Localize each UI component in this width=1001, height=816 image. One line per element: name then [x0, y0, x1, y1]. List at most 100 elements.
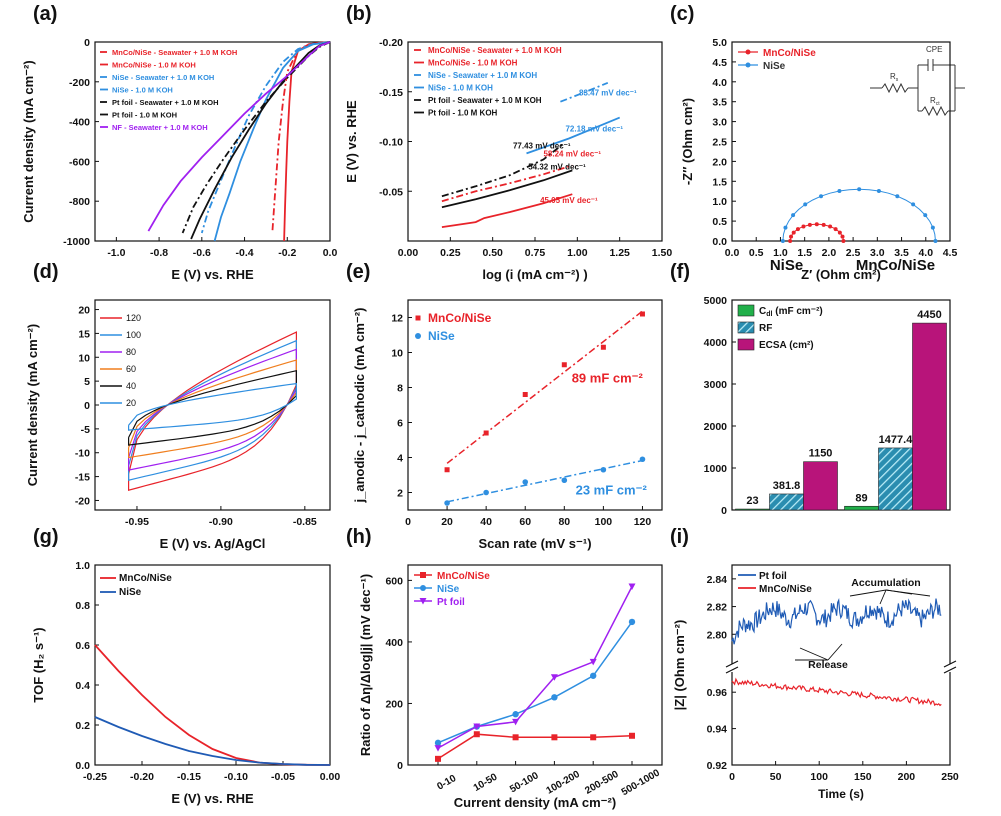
x-tick-label: 0	[405, 516, 411, 528]
legend-marker	[415, 315, 421, 321]
cv-loop-5	[128, 382, 297, 431]
legend-entry: 120	[126, 313, 141, 323]
legend-entry: Pt foil	[759, 571, 787, 582]
data-point	[628, 618, 636, 626]
nyquist-point	[788, 239, 793, 243]
x-axis-label: E (V) vs. RHE	[171, 267, 254, 282]
y-tick-label: 1000	[704, 463, 728, 475]
data-point	[551, 734, 558, 741]
y-tick-label: 5	[84, 376, 90, 388]
panel-c: CPE Rs Rct (c) 0.0 0.5 1.0 1.5 2.0 2.5 3.0 3.5 4.…	[670, 3, 965, 282]
y-tick-label: 0.4	[75, 680, 90, 692]
annotation-arrow	[885, 589, 931, 597]
nyquist-point	[791, 213, 796, 218]
legend-entry: NiSe	[428, 329, 455, 343]
nyquist-point	[837, 189, 842, 194]
legend-entry: NiSe	[763, 61, 786, 72]
legend-marker	[419, 598, 427, 605]
x-tick-label: 0.50	[482, 247, 503, 259]
data-point	[600, 466, 607, 473]
y-tick-label: 3.5	[712, 97, 727, 109]
annotation-accumulation: Accumulation	[851, 577, 920, 589]
y-tick-label: 10	[391, 348, 403, 360]
inset-rct-label: Rct	[930, 96, 940, 107]
x-tick-label: 3.5	[894, 247, 909, 259]
plot-frame	[731, 299, 951, 511]
y-tick-label: 20	[78, 305, 90, 317]
x-tick-label: -0.90	[209, 516, 233, 528]
legend-tail: (mF cm⁻²)	[772, 306, 822, 317]
nyquist-point	[791, 230, 796, 235]
data-point	[473, 723, 481, 731]
panel-h: (h) 0 200 400 600 Current density (mA cm⁻²) Ra…	[346, 526, 663, 810]
nyquist-point	[780, 239, 785, 243]
y-tick-label: 0.0	[75, 760, 90, 772]
y-tick-label: 0	[397, 760, 403, 772]
x-axis-label: Scan rate (mV s⁻¹)	[478, 536, 591, 551]
nyquist-point	[930, 225, 935, 230]
category-label: MnCo/NiSe	[856, 257, 935, 274]
y-tick-label: 2.82	[707, 602, 728, 614]
y-tick-label: 12	[391, 313, 403, 325]
x-tick-label: 0.25	[440, 247, 461, 259]
panel-label-d: (d)	[33, 261, 59, 283]
tof-line-0	[94, 644, 331, 766]
y-axis-label: j_anodic - j_cathodic (mA cm⁻²)	[352, 308, 367, 504]
data-point	[473, 731, 480, 738]
legend-entry: NiSe - Seawater + 1.0 M KOH	[112, 73, 214, 82]
data-point	[444, 467, 450, 473]
legend-entry: MnCo/NiSe - Seawater + 1.0 M KOH	[428, 46, 562, 55]
data-point	[589, 658, 597, 666]
x-tick-label: 500-1000	[620, 767, 662, 798]
legend-entry: Pt foil - Seawater + 1.0 M KOH	[428, 96, 542, 105]
legend-swatch	[737, 321, 755, 334]
y-axis-label: Current density (mA cm⁻²)	[21, 60, 36, 222]
annotation-arrow	[879, 589, 887, 605]
x-tick-label: 3.0	[870, 247, 885, 259]
y-tick-label: 10	[78, 352, 90, 364]
bar-value-label: 23	[746, 495, 758, 507]
x-tick-label: -0.4	[235, 247, 253, 259]
annotation-release: Release	[808, 659, 848, 671]
y-tick-label: 200	[385, 698, 403, 710]
legend-entry: NiSe - Seawater + 1.0 M KOH	[428, 71, 537, 80]
data-point	[561, 477, 568, 484]
y-tick-label: 0.2	[75, 720, 90, 732]
x-tick-label: -0.25	[83, 771, 107, 783]
plot-frame	[94, 564, 331, 766]
panel-label-i: (i)	[670, 526, 689, 548]
axis-break-mask	[946, 664, 954, 672]
y-tick-label: 0.6	[75, 640, 90, 652]
slope-label: 23 mF cm⁻²	[576, 482, 648, 497]
y-axis-label: Current density (mA cm⁻²)	[25, 324, 40, 486]
data-point	[512, 718, 520, 726]
x-tick-label: 2.0	[822, 247, 837, 259]
x-axis-label: Time (s)	[818, 787, 864, 801]
y-tick-label: 400	[385, 637, 403, 649]
data-point	[590, 734, 597, 741]
x-axis-label: Current density (mA cm⁻²)	[454, 795, 616, 810]
plot-frame	[94, 41, 331, 242]
nyquist-point	[837, 230, 842, 235]
y-tick-label: -20	[75, 495, 90, 507]
y-tick-label: 0.96	[707, 687, 728, 699]
x-tick-label: 4.5	[943, 247, 958, 259]
data-point	[512, 734, 519, 741]
y-tick-label: 0.5	[712, 216, 727, 228]
x-tick-label: -0.85	[293, 516, 317, 528]
y-tick-label: 4.0	[712, 77, 727, 89]
y-axis-label: E (V) vs. RHE	[344, 100, 359, 183]
panel-i: (i) 0 50 100 150 200 250 0.92 0.94 0.96 2.80 2.82 2.…	[670, 526, 959, 801]
legend-entry: MnCo/NiSe - 1.0 M KOH	[112, 61, 196, 70]
legend-entry: Pt foil - 1.0 M KOH	[112, 111, 177, 120]
x-tick-label: 150	[854, 771, 872, 783]
x-tick-label: 0.0	[323, 247, 338, 259]
y-tick-label: 2.84	[707, 574, 728, 586]
axis-break-mark	[725, 666, 739, 674]
x-tick-label: 200	[898, 771, 916, 783]
panel-d: (d) -0.95 -0.90 -0.85 20 15 10 5 0 -5 -10 -15 -20 E (…	[25, 261, 331, 551]
legend-entry: 80	[126, 347, 136, 357]
legend-entry: Pt foil - Seawater + 1.0 M KOH	[112, 98, 219, 107]
tafel-line-5	[441, 169, 573, 209]
annotation-arrow	[849, 589, 887, 597]
